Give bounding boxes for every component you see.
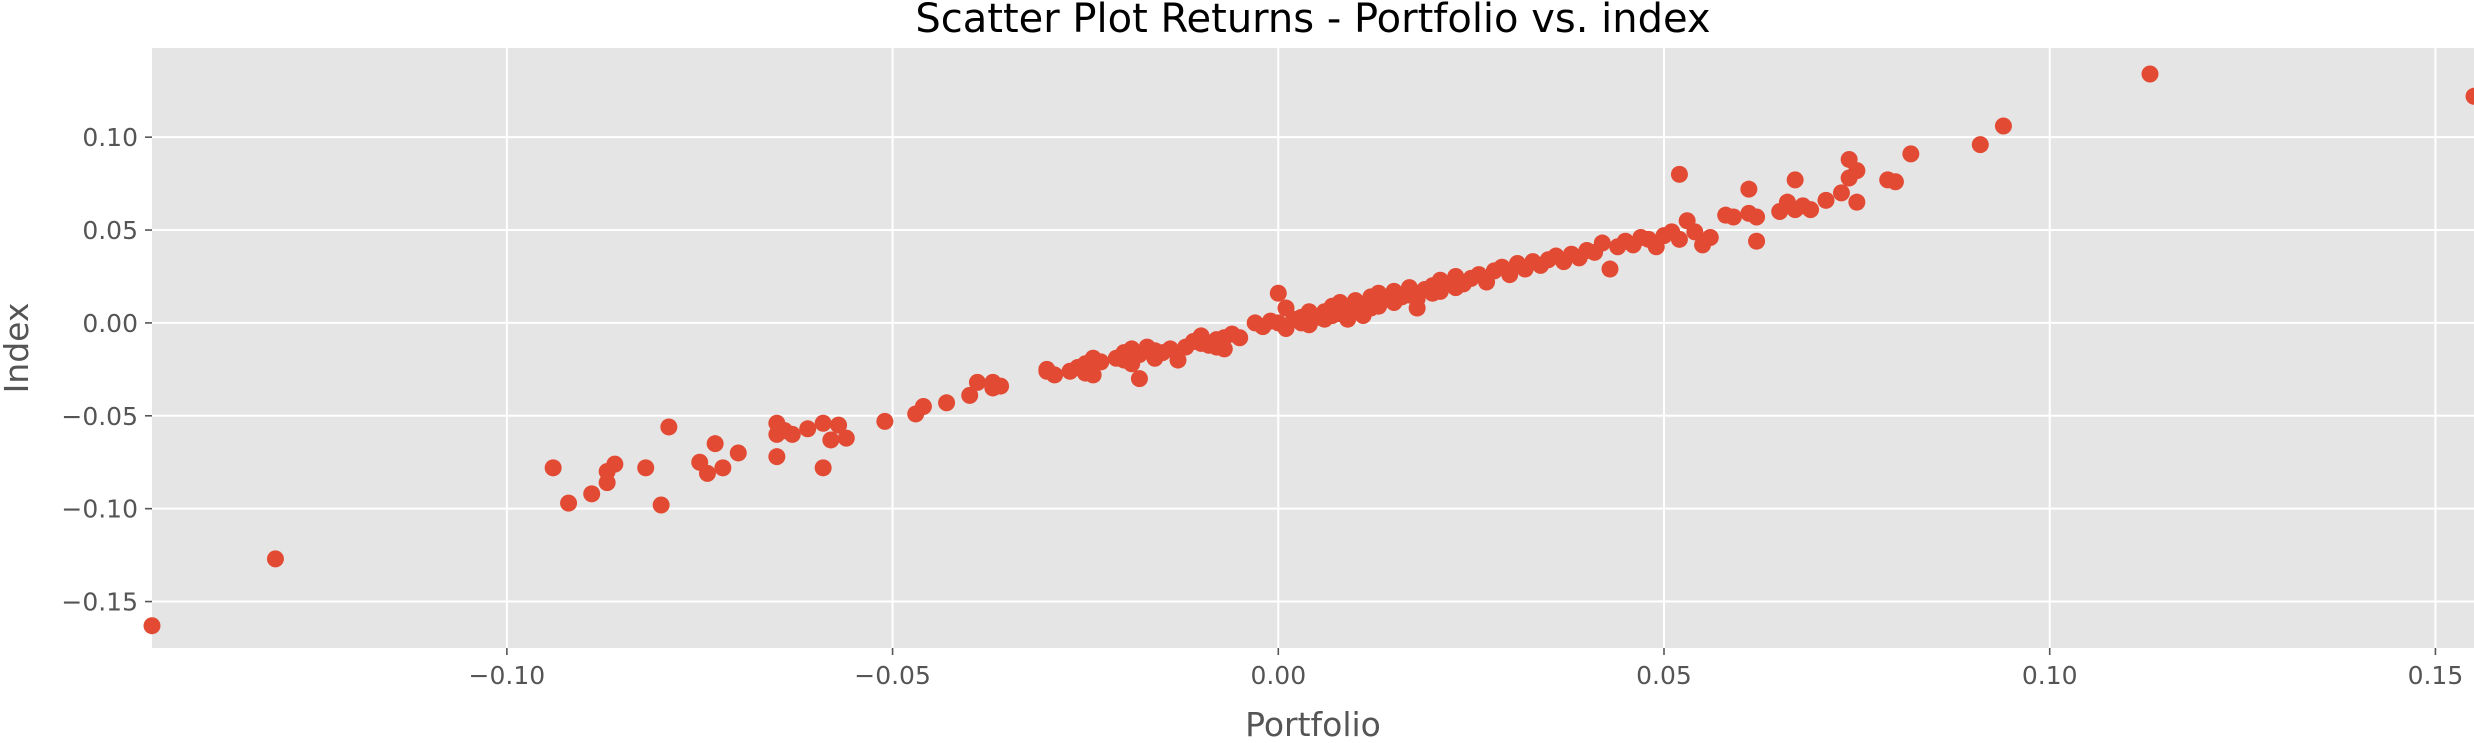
scatter-point: [1786, 171, 1804, 189]
plot-area: [152, 48, 2474, 648]
scatter-point: [1886, 173, 1904, 191]
scatter-point: [1169, 351, 1187, 369]
scatter-point: [598, 474, 616, 492]
scatter-point: [799, 420, 817, 438]
scatter-point: [1593, 234, 1611, 252]
y-tick-label: −0.05: [61, 402, 138, 431]
scatter-point: [814, 459, 832, 477]
x-tick-label: −0.10: [469, 661, 546, 690]
scatter-point: [1408, 299, 1426, 317]
scatter-point: [830, 416, 848, 434]
y-tick-label: 0.00: [82, 309, 138, 338]
scatter-point: [1994, 117, 2012, 135]
scatter-point: [837, 429, 855, 447]
scatter-point: [1740, 180, 1758, 198]
scatter-point: [822, 431, 840, 449]
scatter-point: [2141, 65, 2159, 83]
data-points: [143, 65, 2474, 635]
scatter-point: [1748, 208, 1766, 226]
scatter-point: [1848, 162, 1866, 180]
scatter-point: [1231, 329, 1249, 347]
scatter-point: [1686, 223, 1704, 241]
chart-title: Scatter Plot Returns - Portfolio vs. ind…: [915, 0, 1710, 42]
scatter-point: [876, 412, 894, 430]
scatter-point: [768, 448, 786, 466]
scatter-point: [560, 494, 578, 512]
x-tick-label: 0.10: [2022, 661, 2078, 690]
scatter-point: [1269, 284, 1287, 302]
scatter-point: [660, 418, 678, 436]
scatter-point: [729, 444, 747, 462]
y-tick-label: 0.10: [82, 123, 138, 152]
scatter-point: [544, 459, 562, 477]
scatter-point: [1601, 260, 1619, 278]
scatter-point: [706, 435, 724, 453]
scatter-point: [1848, 193, 1866, 211]
scatter-point: [1902, 145, 1920, 163]
scatter-point: [1215, 340, 1233, 358]
scatter-point: [698, 464, 716, 482]
scatter-point: [1802, 201, 1820, 219]
y-tick-label: −0.10: [61, 495, 138, 524]
scatter-point: [1092, 353, 1110, 371]
scatter-point: [266, 550, 284, 568]
scatter-point: [992, 377, 1010, 395]
scatter-point: [961, 386, 979, 404]
scatter-point: [1046, 366, 1064, 384]
scatter-point: [2465, 87, 2474, 105]
scatter-point: [714, 459, 732, 477]
x-tick-label: 0.00: [1250, 661, 1306, 690]
scatter-point: [1670, 165, 1688, 183]
scatter-point: [1748, 232, 1766, 250]
x-tick-label: −0.05: [854, 661, 931, 690]
x-tick-label: 0.15: [2408, 661, 2464, 690]
scatter-point: [1130, 370, 1148, 388]
y-tick-label: 0.05: [82, 216, 138, 245]
scatter-point: [783, 425, 801, 443]
scatter-point: [914, 398, 932, 416]
scatter-point: [1817, 191, 1835, 209]
scatter-point: [1832, 184, 1850, 202]
x-tick-label: 0.05: [1636, 661, 1692, 690]
scatter-point: [968, 373, 986, 391]
scatter-point: [637, 459, 655, 477]
scatter-point: [938, 394, 956, 412]
scatter-point: [583, 485, 601, 503]
y-tick-label: −0.15: [61, 588, 138, 617]
scatter-point: [1670, 230, 1688, 248]
scatter-point: [1724, 208, 1742, 226]
scatter-point: [1084, 366, 1102, 384]
scatter-point: [1701, 228, 1719, 246]
x-axis-label: Portfolio: [1245, 705, 1381, 743]
scatter-point: [652, 496, 670, 514]
scatter-point: [814, 414, 832, 432]
scatter-point: [606, 455, 624, 473]
scatter-point: [1971, 136, 1989, 154]
y-axis-label: Index: [0, 303, 36, 394]
axis-ticks: −0.10 −0.05 0.00 0.05 0.10 0.15 −0.15 −0.10 −0.0…: [61, 123, 2463, 690]
scatter-point: [143, 617, 161, 635]
